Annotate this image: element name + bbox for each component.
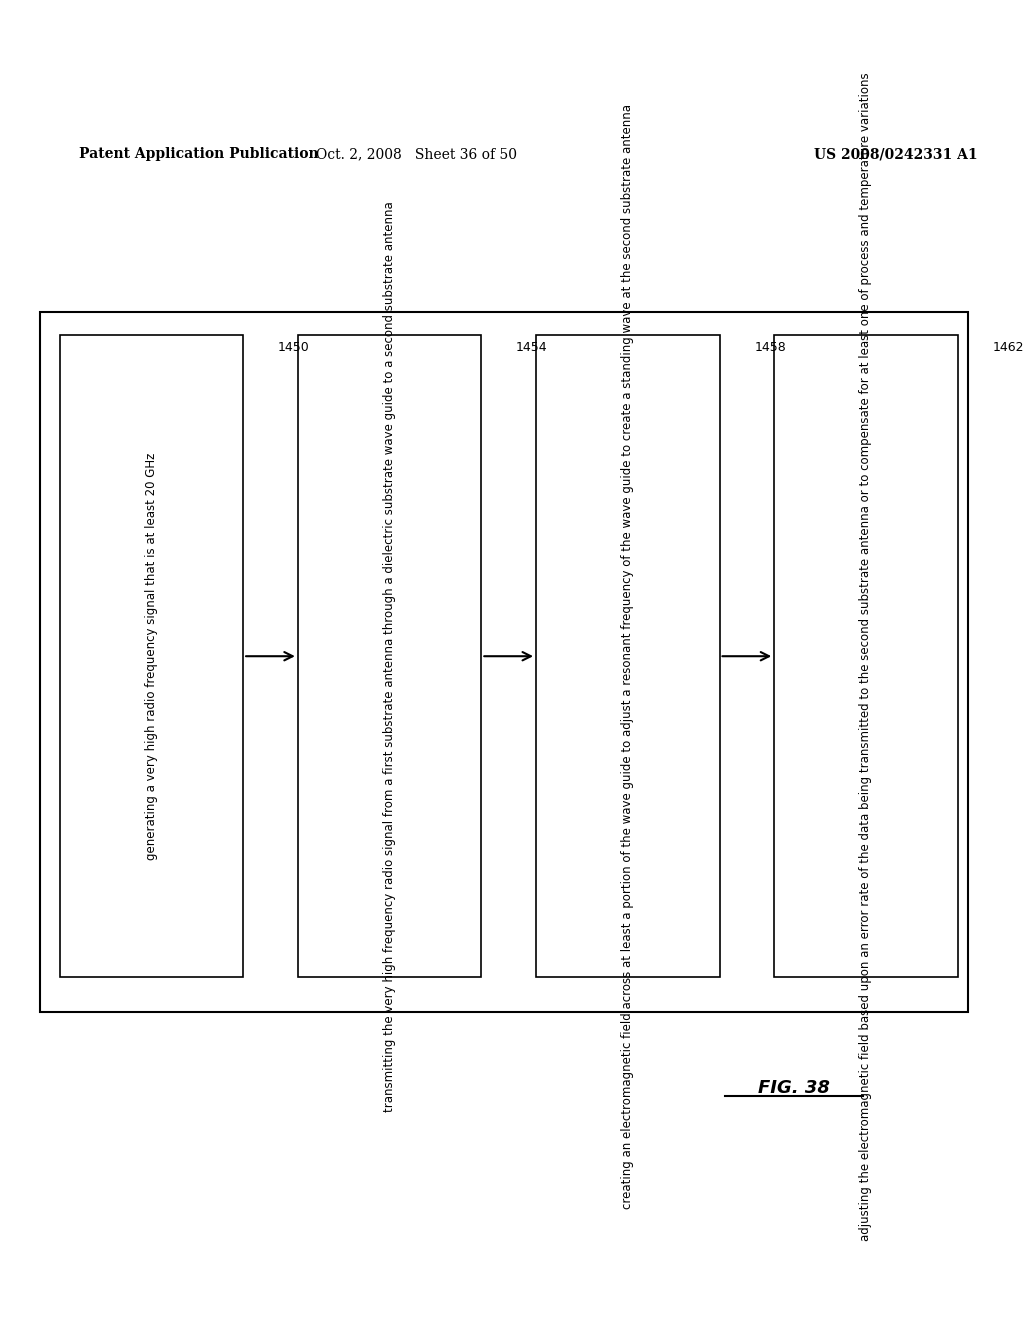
FancyBboxPatch shape xyxy=(774,335,957,977)
Text: adjusting the electromagnetic field based upon an error rate of the data being t: adjusting the electromagnetic field base… xyxy=(859,71,872,1241)
FancyBboxPatch shape xyxy=(298,335,481,977)
Text: 1458: 1458 xyxy=(755,341,786,354)
FancyBboxPatch shape xyxy=(536,335,720,977)
FancyBboxPatch shape xyxy=(40,312,968,1012)
Text: FIG. 38: FIG. 38 xyxy=(758,1080,829,1097)
Text: generating a very high radio frequency signal that is at least 20 GHz: generating a very high radio frequency s… xyxy=(144,453,158,859)
Text: 1462: 1462 xyxy=(992,341,1024,354)
Text: creating an electromagnetic field across at least a portion of the wave guide to: creating an electromagnetic field across… xyxy=(622,104,634,1209)
Text: transmitting the very high frequency radio signal from a first substrate antenna: transmitting the very high frequency rad… xyxy=(383,201,396,1111)
Text: Oct. 2, 2008   Sheet 36 of 50: Oct. 2, 2008 Sheet 36 of 50 xyxy=(316,147,517,161)
Text: US 2008/0242331 A1: US 2008/0242331 A1 xyxy=(814,147,978,161)
Text: Patent Application Publication: Patent Application Publication xyxy=(80,147,319,161)
FancyBboxPatch shape xyxy=(59,335,243,977)
Text: 1450: 1450 xyxy=(278,341,309,354)
Text: 1454: 1454 xyxy=(516,341,548,354)
